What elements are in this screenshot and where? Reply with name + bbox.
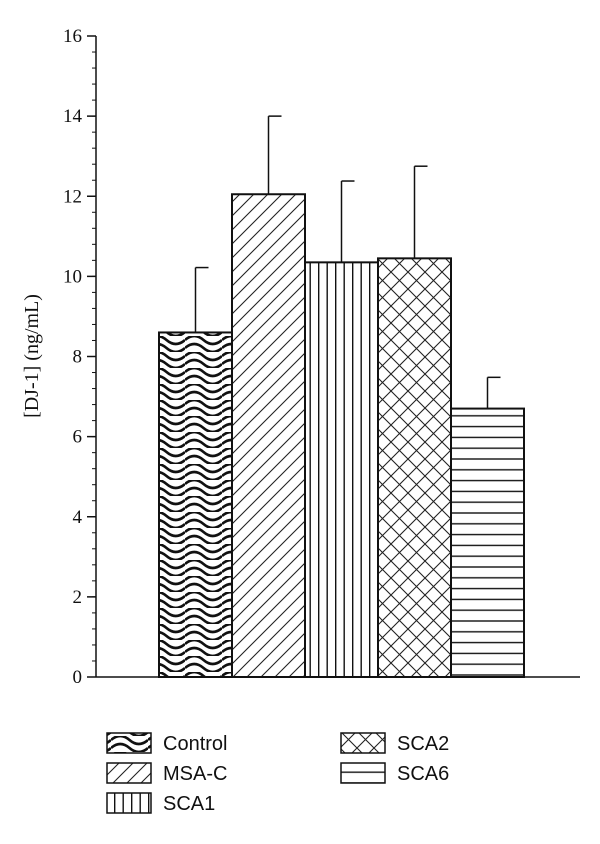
error-bars [194, 115, 501, 409]
y-tick-label: 12 [63, 186, 82, 207]
y-axis: 0 2 4 6 8 10 12 14 16 [63, 26, 97, 688]
y-tick-label: 2 [73, 587, 83, 608]
y-tick-label: 4 [73, 507, 83, 528]
bar-sca6 [450, 407, 525, 678]
y-tick-label: 8 [73, 347, 83, 368]
bar-control [158, 331, 233, 678]
legend-swatch-control [106, 732, 152, 754]
legend-swatch-sca1 [106, 792, 152, 814]
legend: Control MSA-C SCA1 SCA2 SCA6 [106, 732, 449, 815]
legend-label-msa-c: MSA-C [163, 763, 227, 785]
legend-swatch-sca6 [340, 762, 386, 784]
bars [158, 193, 525, 678]
bar-sca2 [377, 257, 452, 678]
y-tick-label: 16 [63, 26, 82, 47]
y-tick-label: 10 [63, 266, 82, 287]
legend-label-sca6: SCA6 [397, 763, 449, 785]
y-axis-title: [DJ-1] (ng/mL) [21, 294, 43, 418]
legend-label-sca1: SCA1 [163, 793, 215, 815]
legend-swatch-sca2 [340, 732, 386, 754]
bar-sca1 [304, 261, 379, 678]
legend-label-control: Control [163, 733, 227, 755]
legend-swatch-msa-c [106, 762, 152, 784]
legend-label-sca2: SCA2 [397, 733, 449, 755]
bar-msa-c [231, 193, 306, 678]
y-tick-label: 6 [73, 427, 83, 448]
y-tick-label: 14 [63, 106, 83, 127]
y-tick-label: 0 [73, 667, 83, 688]
